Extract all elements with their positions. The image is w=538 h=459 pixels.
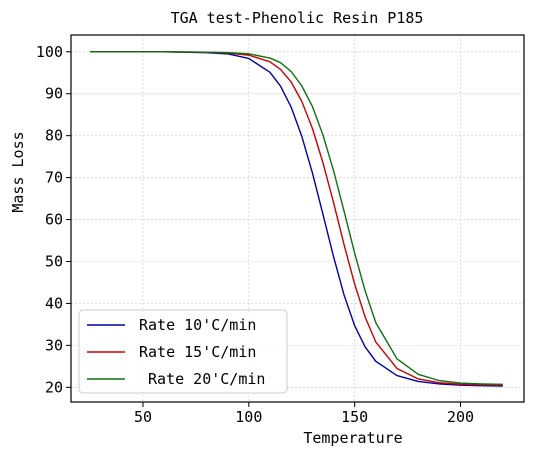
- series-line-3: [90, 51, 503, 386]
- x-tick-label: 150: [341, 408, 368, 426]
- x-tick-label: 50: [134, 408, 152, 426]
- legend: Rate 10'C/min Rate 15'C/min Rate 20'C/min: [78, 309, 288, 394]
- y-tick-label: 90: [45, 85, 63, 103]
- legend-box: [78, 309, 288, 394]
- grid: [71, 35, 524, 402]
- y-tick-label: 80: [45, 127, 63, 145]
- legend-label-2: Rate 15'C/min: [139, 343, 256, 361]
- legend-label-3: Rate 20'C/min: [139, 370, 265, 388]
- y-tick-label: 60: [45, 211, 63, 229]
- series-layer: [90, 51, 503, 387]
- plot-frame: [70, 34, 525, 403]
- y-tick-label: 100: [36, 43, 63, 61]
- y-tick-label: 20: [45, 378, 63, 396]
- x-axis-label: Temperature: [303, 429, 402, 447]
- y-tick-label: 70: [45, 169, 63, 187]
- ticks: 50 100 150 200 20 30 40 50 60 70 80 90 100: [36, 43, 474, 426]
- legend-label-1: Rate 10'C/min: [139, 316, 256, 334]
- chart-title: TGA test-Phenolic Resin P185: [171, 9, 424, 27]
- x-tick-label: 100: [235, 408, 262, 426]
- y-tick-label: 40: [45, 294, 63, 312]
- y-tick-label: 50: [45, 252, 63, 270]
- y-axis-label: Mass Loss: [9, 131, 27, 212]
- x-tick-label: 200: [447, 408, 474, 426]
- y-tick-label: 30: [45, 336, 63, 354]
